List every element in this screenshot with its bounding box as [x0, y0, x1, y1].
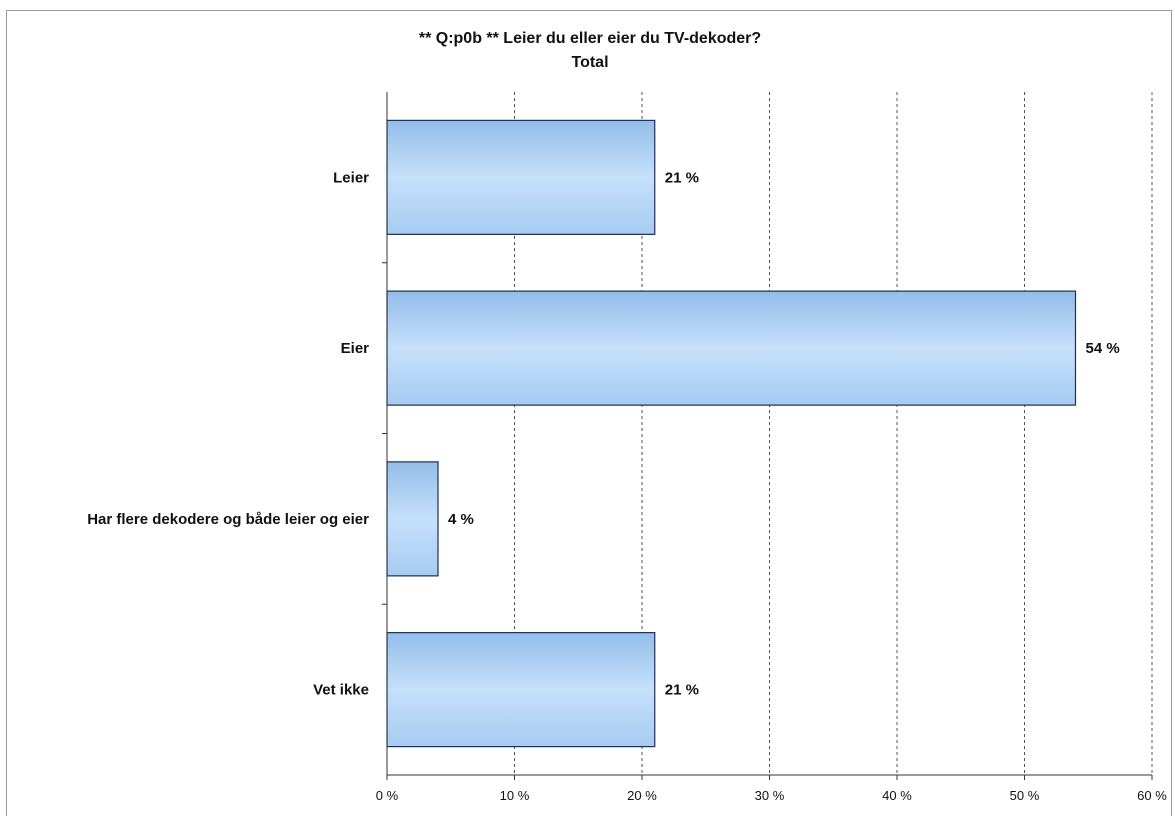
x-tick-label: 0 % [376, 788, 399, 803]
bar [386, 461, 439, 577]
chart-frame [6, 10, 1172, 816]
bar [386, 119, 656, 235]
labels: 0 % 10 % 20 % 30 % 40 % 50 % 60 % 21 % Leier 54 %… [87, 169, 1167, 803]
data-label: 4 % [448, 511, 474, 528]
bar [386, 290, 1077, 406]
data-label: 54 % [1086, 340, 1120, 357]
bar [386, 632, 656, 748]
category-label: Leier [333, 169, 369, 186]
category-label: Eier [341, 340, 370, 357]
x-tick-label: 40 % [882, 788, 912, 803]
data-label: 21 % [665, 682, 699, 699]
x-tick-label: 20 % [627, 788, 657, 803]
chart-title: ** Q:p0b ** Leier du eller eier du TV-de… [419, 30, 761, 47]
axes [382, 92, 1153, 780]
x-tick-label: 60 % [1137, 788, 1167, 803]
x-tick-label: 10 % [500, 788, 530, 803]
category-label: Har flere dekodere og både leier og eier [87, 511, 369, 528]
data-label: 21 % [665, 169, 699, 186]
chart-subtitle: Total [571, 54, 608, 71]
category-label: Vet ikke [313, 682, 369, 699]
bars [386, 119, 1077, 748]
x-tick-label: 50 % [1010, 788, 1040, 803]
x-tick-label: 30 % [755, 788, 785, 803]
